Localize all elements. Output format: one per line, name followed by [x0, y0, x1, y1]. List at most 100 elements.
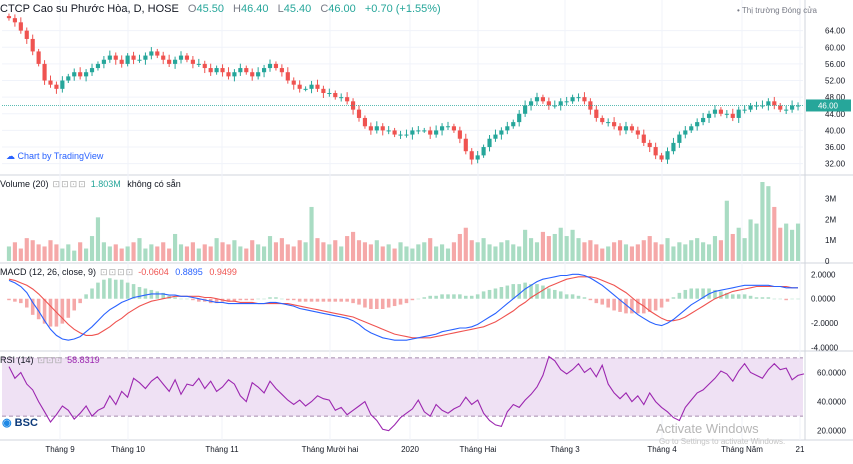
macd-line-value: 0.8895 — [175, 267, 203, 277]
volume-bar — [345, 236, 350, 261]
time-tick-label: Tháng 4 — [647, 445, 677, 454]
macd-histogram-bar — [458, 294, 462, 299]
macd-histogram-bar — [612, 298, 616, 311]
macd-histogram-bar — [653, 298, 658, 311]
volume-bar — [256, 244, 261, 261]
candle-body — [712, 109, 718, 114]
candle-body — [760, 105, 765, 107]
tradingview-link[interactable]: ☁ Chart by TradingView — [6, 151, 103, 162]
candle-body — [558, 101, 563, 106]
rsi-legend[interactable]: RSI (14) ⊡⊡⊡ 58.8319 — [0, 355, 100, 366]
macd-histogram-bar — [102, 279, 106, 299]
macd-histogram-bar — [363, 298, 367, 308]
candle-body — [410, 130, 415, 135]
volume-bar — [119, 248, 124, 261]
candle-body — [623, 126, 629, 131]
candle-body — [345, 97, 350, 102]
macd-tick-label: 0.0000 — [811, 295, 836, 304]
macd-histogram-bar — [155, 291, 160, 299]
candle-body — [778, 105, 783, 110]
macd-histogram-bar — [232, 298, 237, 302]
price-tick-label: 60.00 — [825, 43, 846, 52]
volume-bar — [706, 244, 712, 261]
candle-body — [730, 113, 735, 118]
candle-body — [238, 68, 243, 73]
macd-histogram-bar — [131, 284, 136, 299]
macd-histogram-bar — [730, 294, 735, 299]
volume-bar — [718, 240, 723, 261]
candle-body — [54, 84, 59, 89]
volume-bar — [588, 240, 593, 261]
volume-bar — [517, 246, 522, 261]
macd-histogram-bar — [108, 278, 112, 299]
tradingview-label: Chart by TradingView — [17, 151, 104, 161]
candle-body — [434, 130, 439, 135]
windows-watermark-title: Activate Windows — [656, 421, 759, 436]
macd-histogram-bar — [636, 298, 640, 314]
candle-body — [718, 109, 723, 114]
candle-body — [297, 84, 302, 89]
candle-body — [149, 51, 154, 56]
candle-body — [493, 134, 498, 139]
candle-body — [315, 84, 320, 89]
macd-histogram-bar — [766, 297, 771, 299]
volume-tick-label: 0 — [825, 257, 830, 266]
candle-body — [267, 63, 273, 69]
candle-body — [528, 101, 534, 106]
candle-body — [790, 105, 795, 110]
volume-bar — [511, 244, 516, 261]
macd-histogram-bar — [784, 298, 788, 301]
candle-body — [178, 55, 184, 60]
macd-histogram-bar — [606, 298, 610, 308]
candle-body — [279, 68, 284, 73]
macd-legend[interactable]: MACD (12, 26, close, 9) ⊡⊡⊡⊡ -0.0604 0.889… — [0, 267, 237, 278]
candle-body — [635, 130, 640, 135]
volume-bar — [712, 236, 718, 261]
macd-histogram-bar — [66, 298, 71, 318]
volume-bar — [321, 242, 326, 261]
volume-bar — [505, 240, 510, 261]
candle-body — [677, 134, 682, 143]
macd-signal-value: 0.9499 — [209, 267, 237, 277]
pane-settings-icon[interactable]: ⊡⊡⊡ — [37, 355, 64, 365]
candle-body — [327, 93, 332, 94]
rsi-tick-label: 20.0000 — [817, 427, 846, 436]
macd-histogram-bar — [333, 298, 338, 302]
macd-histogram-bar — [214, 298, 219, 304]
macd-histogram-bar — [576, 295, 581, 299]
candle-body — [795, 105, 801, 107]
macd-histogram-bar — [179, 298, 183, 300]
volume-bar — [374, 240, 379, 261]
candle-body — [546, 101, 551, 106]
macd-histogram-bar — [286, 298, 290, 301]
candle-body — [457, 130, 462, 139]
volume-bar — [238, 246, 243, 261]
candle-body — [463, 138, 468, 152]
candle-body — [161, 55, 166, 60]
macd-histogram-bar — [529, 284, 533, 299]
pane-settings-icon[interactable]: ⊡⊡⊡⊡ — [52, 179, 87, 189]
volume-bar — [333, 240, 338, 261]
candle-body — [137, 59, 142, 61]
macd-histogram-bar — [238, 298, 243, 301]
macd-histogram-bar — [280, 298, 284, 300]
volume-bar — [155, 246, 160, 261]
candle-body — [475, 155, 480, 160]
bsc-logo-icon: ◉ — [2, 417, 12, 429]
candle-body — [184, 55, 190, 60]
volume-bar — [475, 242, 480, 261]
symbol-title[interactable]: CTCP Cao su Phước Hòa, D, HOSE — [0, 3, 179, 15]
volume-bar — [641, 240, 646, 261]
volume-bar — [534, 242, 540, 261]
chart-header: CTCP Cao su Phước Hòa, D, HOSE O45.50 H4… — [0, 3, 441, 15]
macd-histogram-bar — [404, 298, 409, 304]
volume-legend[interactable]: Volume (20) ⊡⊡⊡⊡ 1.803M không có sẵn — [0, 179, 181, 190]
candle-body — [173, 59, 178, 64]
candle-body — [78, 72, 83, 77]
candle-body — [226, 72, 231, 77]
pane-settings-icon[interactable]: ⊡⊡⊡⊡ — [100, 267, 135, 277]
volume-bar — [736, 227, 741, 261]
macd-histogram-bar — [173, 297, 177, 299]
macd-histogram-bar — [321, 298, 326, 302]
